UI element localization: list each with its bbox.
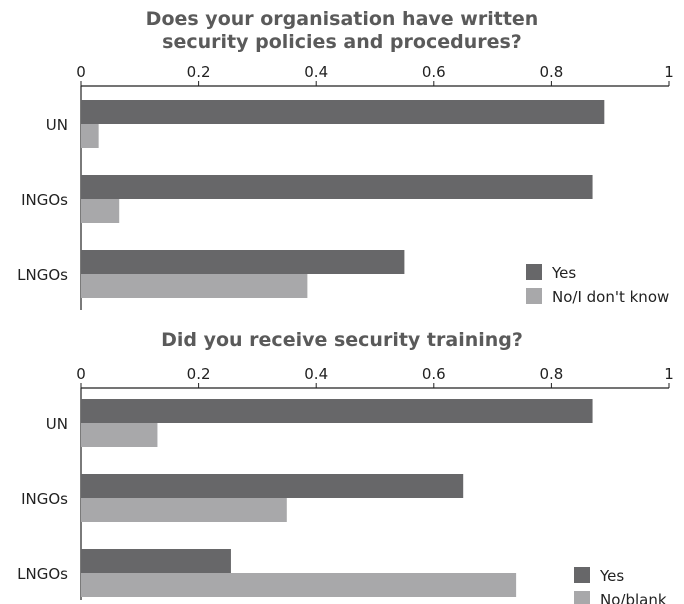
chart-2-bar-un-no <box>81 423 158 447</box>
chart-2-bar-lngos-no <box>81 573 517 597</box>
chart-2-title: Did you receive security training? <box>0 329 684 352</box>
chart-1-x-tick-label: 0.8 <box>539 63 563 81</box>
chart-2-x-tick-label: 0 <box>76 365 86 383</box>
chart-1-title-line-1: Does your organisation have written <box>145 8 539 30</box>
chart-1-title-line-2: security policies and procedures? <box>162 31 522 53</box>
chart-1-bar-un-yes <box>81 100 605 124</box>
chart-1-category-label: INGOs <box>21 191 68 209</box>
chart-1-x-tick-label: 0 <box>76 63 86 81</box>
chart-1-bar-lngos-no <box>81 274 308 298</box>
chart-1-bar-un-no <box>81 124 99 148</box>
chart-1-plot: 0 0.2 0.4 0.6 0.8 1 UN INGOs LNGOs Yes No/I don't … <box>17 63 674 310</box>
chart-2-category-label: LNGOs <box>17 565 68 583</box>
chart-1-bar-ingos-yes <box>81 175 593 199</box>
chart-2-bar-un-yes <box>81 399 593 423</box>
chart-1-bar-ingos-no <box>81 199 120 223</box>
chart-2-x-tick-label: 0.2 <box>187 365 211 383</box>
chart-1-title: Does your organisation have written secu… <box>0 8 684 54</box>
chart-1-bar-lngos-yes <box>81 250 405 274</box>
chart-1-legend-swatch <box>526 264 542 280</box>
chart-2-bar-ingos-no <box>81 498 287 522</box>
chart-1-x-tick-label: 0.4 <box>304 63 328 81</box>
chart-1: Does your organisation have written secu… <box>0 8 684 310</box>
chart-1-x-tick-label: 0.6 <box>422 63 446 81</box>
chart-2-x-tick-label: 1 <box>664 365 674 383</box>
chart-1-category-label: LNGOs <box>17 266 68 284</box>
chart-1-legend-label: Yes <box>551 264 576 282</box>
chart-2-bar-ingos-yes <box>81 474 464 498</box>
chart-1-legend-swatch <box>526 288 542 304</box>
chart-2-x-tick-label: 0.4 <box>304 365 328 383</box>
chart-1-x-tick-label: 1 <box>664 63 674 81</box>
chart-2-legend-swatch <box>574 567 590 583</box>
chart-2-legend-label: No/blank <box>600 591 667 604</box>
chart-2-bar-lngos-yes <box>81 549 231 573</box>
chart-2-legend-label: Yes <box>599 567 624 585</box>
chart-2-x-tick-label: 0.8 <box>539 365 563 383</box>
chart-2-x-tick-label: 0.6 <box>422 365 446 383</box>
chart-1-legend-label: No/I don't know <box>552 288 669 306</box>
chart-1-category-label: UN <box>46 116 68 134</box>
chart-2-legend-swatch <box>574 591 590 604</box>
chart-2-title-line-1: Did you receive security training? <box>161 329 523 351</box>
chart-1-x-tick-label: 0.2 <box>187 63 211 81</box>
chart-2-category-label: UN <box>46 415 68 433</box>
chart-2-category-label: INGOs <box>21 490 68 508</box>
